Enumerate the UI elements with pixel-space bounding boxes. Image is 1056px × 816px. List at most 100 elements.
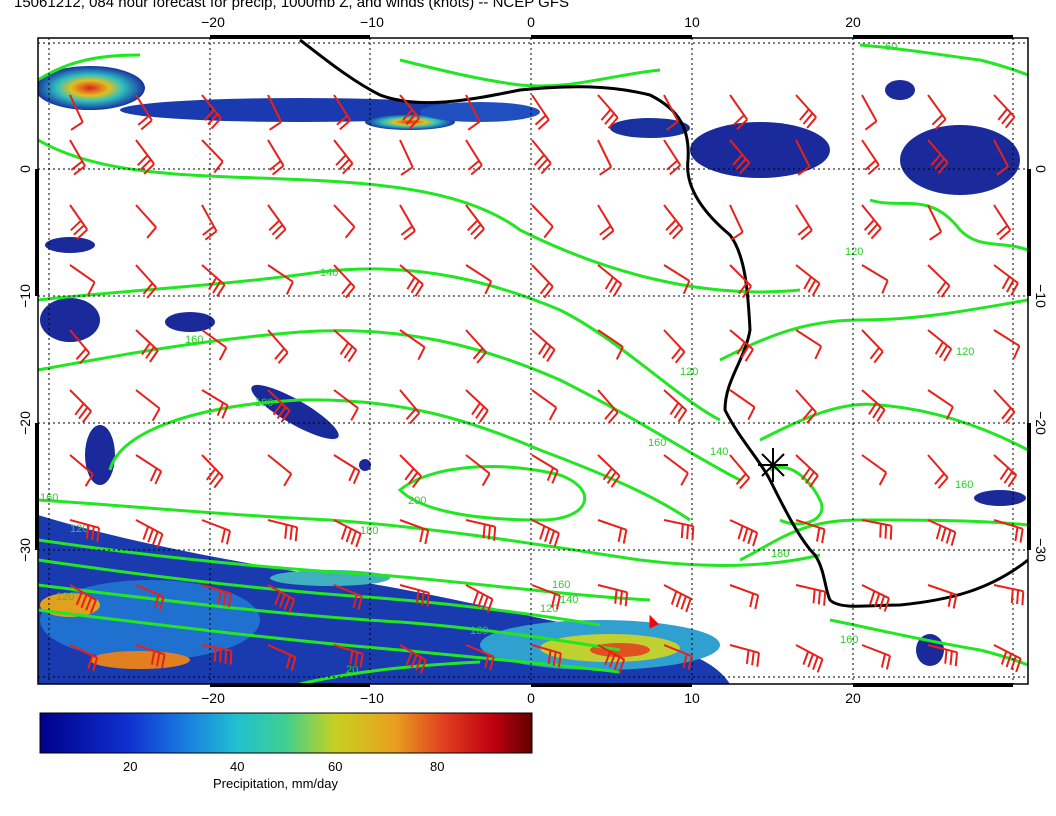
wind-barb-feather [618, 659, 626, 673]
wind-barb-feather [82, 410, 92, 423]
contour-label: 120 [845, 246, 863, 258]
wind-barb-feather [151, 408, 161, 422]
wind-barb-feather [84, 473, 94, 487]
wind-barb-feather [745, 649, 750, 665]
wind-barb-feather [733, 114, 745, 126]
wind-barb-feather [290, 656, 297, 671]
wind-barb-feather [1010, 588, 1014, 604]
wind-barb-feather [339, 119, 351, 131]
wind-barb-feather [952, 594, 958, 609]
wind-barb-feather [802, 112, 814, 125]
tick-label: 0 [17, 165, 33, 173]
wind-barb-feather [864, 159, 877, 171]
colorbar-tick-label: 80 [430, 759, 445, 774]
wind-barb-feather [599, 225, 612, 236]
wind-barb [597, 389, 619, 414]
wind-barb-feather [150, 650, 156, 665]
wind-barb-feather [864, 120, 878, 131]
wind-barb [267, 94, 283, 123]
wind-barb-feather [143, 163, 155, 175]
wind-barb [993, 139, 1009, 167]
wind-barb-feather [354, 652, 359, 667]
wind-barb [465, 454, 491, 475]
wind-barb-feather [359, 653, 364, 668]
tick-label: −30 [1033, 538, 1049, 562]
wind-barb-feather [747, 406, 756, 421]
wind-barb-feather [601, 229, 615, 241]
wind-barb-feather [540, 162, 552, 175]
colorbar-tick-label: 60 [328, 759, 343, 774]
wind-barb-feather [814, 345, 823, 360]
wind-barb-feather [421, 591, 425, 606]
tick-label: −10 [1033, 284, 1049, 308]
tick-label: 20 [845, 14, 861, 30]
colorbar-tick-label: 20 [123, 759, 138, 774]
wind-barb-feather [482, 524, 486, 539]
wind-barb-feather [867, 164, 880, 176]
wind-barb-feather [677, 409, 688, 423]
contour-label: 180 [771, 548, 789, 560]
wind-barb-feather [269, 160, 282, 171]
wind-barb-feather [736, 118, 748, 130]
wind-barb-feather [85, 596, 93, 611]
wind-barb-feather [943, 348, 953, 362]
wind-barb-feather [227, 593, 232, 608]
wind-barb-feather [486, 598, 494, 613]
wind-barb-feather [741, 285, 753, 298]
wind-barb-feather [73, 224, 85, 236]
wind-barb-feather [999, 229, 1011, 241]
contour-label: 140 [710, 446, 728, 458]
wind-barb [465, 264, 492, 283]
tick-label: −10 [360, 14, 384, 30]
wind-barb-feather [479, 409, 489, 423]
wind-barb-feather [400, 225, 413, 236]
wind-barb-feather [609, 279, 618, 294]
wind-barb-feather [682, 653, 688, 669]
tick-label: −20 [1033, 411, 1049, 435]
tick-label: −30 [17, 538, 33, 562]
wind-barb-feather [800, 229, 813, 241]
wind-barb-feather [341, 282, 352, 295]
wind-barb-feather [271, 224, 284, 236]
wind-barb-feather [481, 473, 491, 487]
wind-barb-feather [608, 653, 616, 668]
wind-barb [663, 94, 679, 122]
lat-lon-grid [38, 38, 1028, 684]
wind-barb-feather [552, 651, 557, 666]
wind-barb-feather [949, 650, 953, 666]
wind-barb-feather [934, 118, 947, 130]
wind-barb-feather [146, 226, 157, 239]
wind-barb-feather [340, 525, 348, 540]
wind-barb-feather [599, 166, 612, 176]
wind-barb [531, 204, 554, 228]
wind-barb [531, 389, 557, 409]
wind-barb-feather [935, 525, 942, 540]
wind-barb-feather [546, 467, 555, 481]
wind-barb-feather [73, 165, 86, 176]
wind-barb-feather [538, 342, 548, 355]
wind-barb-feather [355, 533, 362, 548]
tick-label: −10 [17, 284, 33, 308]
wind-barb [267, 329, 289, 354]
wind-barb-feather [680, 523, 684, 539]
wind-barb-feather [207, 113, 219, 126]
wind-barb-feather [87, 281, 96, 296]
wind-barb-feather [216, 284, 226, 297]
contour-label: 120 [956, 346, 974, 358]
wind-barb-feather [613, 283, 623, 297]
wind-barb-feather [811, 283, 821, 297]
wind-barb-feather [537, 158, 549, 171]
tick-label: 0 [1033, 165, 1049, 173]
wind-barb-feather [742, 527, 749, 542]
wind-barb-feather [1001, 112, 1012, 125]
wind-barb-feather [475, 406, 485, 419]
wind-barb-feather [219, 648, 222, 663]
wind-barbs [69, 94, 1025, 674]
wind-barb-feather [555, 595, 561, 610]
wind-barb-feather [424, 530, 430, 545]
wind-barb-feather [1004, 116, 1016, 129]
wind-barb [597, 329, 624, 348]
wind-barb-feather [75, 591, 83, 606]
wind-barb-feather [400, 166, 414, 176]
wind-barb-feather [929, 231, 942, 241]
